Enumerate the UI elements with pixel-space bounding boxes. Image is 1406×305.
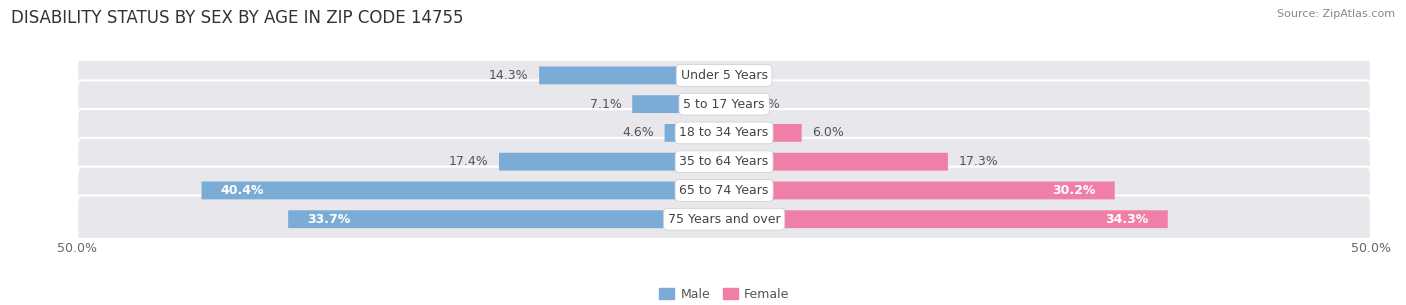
Text: 6.0%: 6.0% xyxy=(813,126,844,139)
Text: 75 Years and over: 75 Years and over xyxy=(668,213,780,226)
FancyBboxPatch shape xyxy=(633,95,724,113)
FancyBboxPatch shape xyxy=(665,124,724,142)
FancyBboxPatch shape xyxy=(724,210,1168,228)
FancyBboxPatch shape xyxy=(77,52,1371,99)
FancyBboxPatch shape xyxy=(77,109,1371,157)
FancyBboxPatch shape xyxy=(724,153,948,170)
Text: Source: ZipAtlas.com: Source: ZipAtlas.com xyxy=(1277,9,1395,19)
FancyBboxPatch shape xyxy=(77,80,1371,128)
Text: DISABILITY STATUS BY SEX BY AGE IN ZIP CODE 14755: DISABILITY STATUS BY SEX BY AGE IN ZIP C… xyxy=(11,9,464,27)
Text: Under 5 Years: Under 5 Years xyxy=(681,69,768,82)
Text: 34.3%: 34.3% xyxy=(1105,213,1149,226)
Text: 40.4%: 40.4% xyxy=(221,184,264,197)
FancyBboxPatch shape xyxy=(724,95,738,113)
Text: 4.6%: 4.6% xyxy=(623,126,654,139)
Text: 7.1%: 7.1% xyxy=(591,98,621,111)
Text: 14.3%: 14.3% xyxy=(489,69,529,82)
FancyBboxPatch shape xyxy=(288,210,724,228)
Legend: Male, Female: Male, Female xyxy=(654,283,794,305)
Text: 35 to 64 Years: 35 to 64 Years xyxy=(679,155,769,168)
Text: 17.4%: 17.4% xyxy=(449,155,489,168)
Text: 18 to 34 Years: 18 to 34 Years xyxy=(679,126,769,139)
Text: 17.3%: 17.3% xyxy=(959,155,998,168)
Text: 65 to 74 Years: 65 to 74 Years xyxy=(679,184,769,197)
FancyBboxPatch shape xyxy=(77,167,1371,214)
Text: 33.7%: 33.7% xyxy=(308,213,352,226)
Text: 5 to 17 Years: 5 to 17 Years xyxy=(683,98,765,111)
Text: 0.0%: 0.0% xyxy=(734,69,766,82)
Text: 1.1%: 1.1% xyxy=(748,98,780,111)
FancyBboxPatch shape xyxy=(77,138,1371,185)
FancyBboxPatch shape xyxy=(499,153,724,170)
FancyBboxPatch shape xyxy=(201,181,724,199)
FancyBboxPatch shape xyxy=(724,181,1115,199)
FancyBboxPatch shape xyxy=(724,124,801,142)
Text: 30.2%: 30.2% xyxy=(1052,184,1095,197)
FancyBboxPatch shape xyxy=(77,196,1371,243)
FancyBboxPatch shape xyxy=(538,66,724,84)
